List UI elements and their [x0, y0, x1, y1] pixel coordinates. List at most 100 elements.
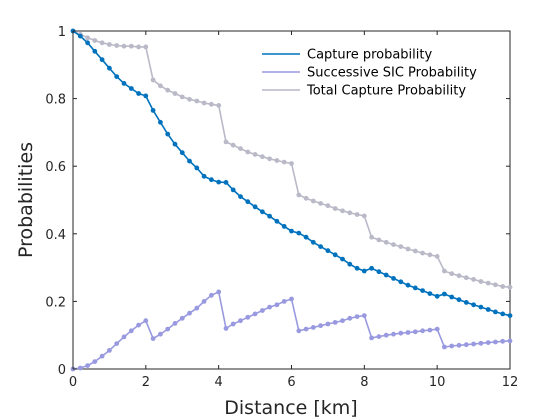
data-point: [99, 353, 105, 359]
data-point: [128, 43, 134, 49]
data-point: [281, 224, 287, 229]
data-point: [267, 213, 272, 219]
data-point: [209, 101, 214, 107]
data-point: [354, 265, 360, 271]
data-point: [260, 209, 265, 215]
data-point: [194, 98, 200, 104]
data-point: [274, 158, 280, 163]
data-point: [187, 310, 192, 316]
plot-area: [72, 30, 511, 370]
data-point: [114, 43, 120, 48]
data-point: [296, 192, 302, 198]
data-point: [485, 307, 491, 312]
data-point: [449, 294, 455, 300]
data-point: [128, 86, 134, 91]
data-point: [260, 308, 265, 313]
data-point: [332, 206, 338, 211]
y-tick-label: 0.2: [45, 295, 66, 310]
data-point: [434, 254, 440, 259]
data-point: [179, 150, 185, 156]
data-point: [340, 208, 345, 214]
data-point: [274, 218, 280, 224]
data-point: [216, 179, 222, 185]
data-point: [289, 228, 294, 234]
data-point: [442, 268, 447, 274]
data-point: [340, 256, 345, 262]
y-tick-label: 0.6: [45, 160, 66, 175]
data-point: [478, 340, 484, 346]
data-point: [507, 338, 513, 344]
data-point: [361, 213, 367, 219]
x-tick-label: 6: [287, 375, 295, 390]
data-point: [493, 282, 498, 288]
data-point: [85, 363, 90, 368]
data-point: [310, 325, 316, 330]
data-point: [434, 293, 440, 299]
data-point: [500, 311, 506, 317]
data-point: [85, 40, 90, 46]
data-point: [442, 344, 447, 350]
data-point: [456, 342, 462, 348]
data-point: [121, 334, 127, 340]
data-point: [267, 156, 272, 162]
data-point: [442, 291, 447, 297]
data-point: [449, 343, 455, 349]
data-point: [376, 269, 382, 275]
data-point: [223, 180, 229, 185]
data-point: [369, 265, 374, 271]
series-layer: [70, 28, 513, 372]
data-point: [245, 199, 251, 205]
data-point: [434, 326, 440, 332]
data-point: [216, 289, 222, 295]
data-point: [318, 201, 323, 206]
data-point: [405, 330, 411, 335]
data-point: [405, 246, 411, 252]
data-point: [500, 284, 506, 289]
data-point: [114, 341, 120, 346]
data-point: [493, 339, 498, 345]
data-point: [150, 336, 156, 341]
data-point: [347, 315, 353, 321]
data-point: [493, 309, 498, 315]
y-tick-label: 1: [58, 25, 66, 40]
data-point: [121, 43, 127, 49]
data-point: [456, 273, 462, 279]
data-point: [485, 280, 491, 286]
data-point: [230, 321, 236, 327]
legend-label: Capture probability: [307, 48, 432, 63]
data-point: [245, 149, 251, 155]
data-point: [289, 161, 294, 166]
data-point: [303, 195, 309, 201]
data-point: [318, 244, 323, 250]
data-point: [420, 328, 425, 334]
data-point: [172, 91, 178, 96]
data-point: [201, 299, 207, 304]
series-0: [70, 28, 513, 318]
data-point: [296, 230, 302, 236]
data-point: [332, 320, 338, 325]
data-point: [143, 93, 149, 99]
data-point: [369, 234, 374, 240]
data-point: [398, 244, 404, 250]
data-point: [223, 326, 229, 331]
data-point: [223, 139, 229, 145]
data-point: [318, 323, 323, 329]
data-point: [463, 275, 469, 281]
data-point: [179, 94, 185, 100]
data-point: [172, 321, 178, 326]
data-point: [391, 242, 396, 248]
x-axis-label: Distance [km]: [224, 397, 357, 419]
data-point: [187, 96, 192, 102]
data-point: [143, 44, 149, 50]
x-tick-label: 12: [502, 375, 519, 390]
data-point: [354, 212, 360, 217]
data-point: [201, 173, 207, 179]
data-point: [500, 338, 506, 344]
data-point: [172, 141, 178, 147]
data-point: [325, 321, 331, 327]
data-point: [209, 177, 214, 183]
data-point: [187, 158, 192, 164]
data-point: [478, 279, 484, 284]
data-point: [230, 187, 236, 193]
